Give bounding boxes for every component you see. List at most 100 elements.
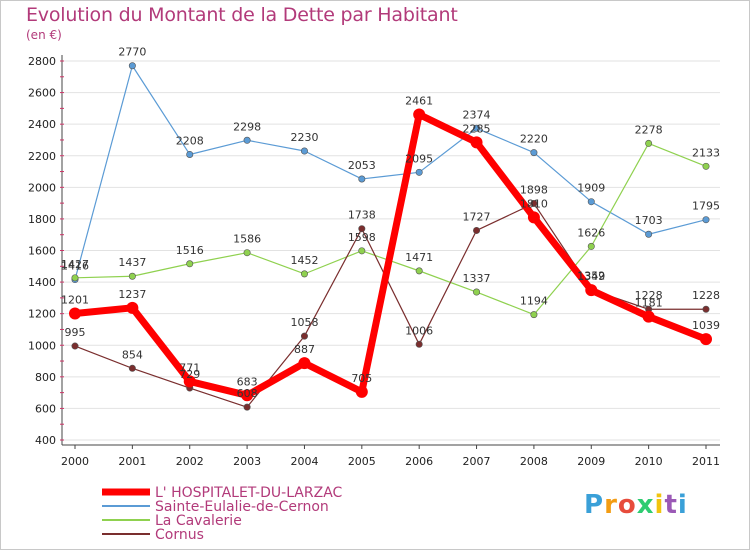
series-0-label-2006: 2461 <box>405 95 433 108</box>
series-1-point-2003 <box>243 136 251 144</box>
y-tick-label-2400: 2400 <box>28 118 56 131</box>
series-2-label-2001: 1437 <box>118 256 146 269</box>
series-2-label-2005: 1598 <box>348 231 376 244</box>
series-0-point-2008 <box>527 211 540 224</box>
series-2-point-2002 <box>186 260 194 268</box>
x-tick-label-2001: 2001 <box>118 455 146 468</box>
x-tick-label-2004: 2004 <box>290 455 318 468</box>
series-0-label-2002: 771 <box>179 361 200 374</box>
series-2-point-2000 <box>71 274 79 282</box>
series-3-label-2002: 729 <box>179 368 200 381</box>
series-1-point-2005 <box>358 175 366 183</box>
series-0-point-2009 <box>585 284 598 297</box>
series-line-1 <box>74 65 707 281</box>
series-2-label-2004: 1452 <box>290 254 318 267</box>
x-tick-label-2010: 2010 <box>635 455 663 468</box>
series-3-point-2001 <box>128 364 136 372</box>
series-1-label-2000: 1416 <box>61 260 89 273</box>
series-0-label-2005: 705 <box>351 372 372 385</box>
x-tick-label-2007: 2007 <box>463 455 491 468</box>
series-3-label-2009: 1352 <box>577 270 605 283</box>
y-tick-label-2000: 2000 <box>28 181 56 194</box>
series-2-point-2003 <box>243 249 251 257</box>
series-1-point-2004 <box>300 147 308 155</box>
series-0-label-2000: 1201 <box>61 294 89 307</box>
series-0-point-2006 <box>413 108 426 121</box>
y-tick-label-1800: 1800 <box>28 213 56 226</box>
y-tick-label-1400: 1400 <box>28 276 56 289</box>
series-2-point-2006 <box>415 267 423 275</box>
y-tick-label-400: 400 <box>35 434 56 447</box>
series-3-point-2006 <box>415 340 423 348</box>
x-tick-label-2000: 2000 <box>61 455 89 468</box>
series-0-point-2003 <box>241 389 254 402</box>
x-tick-label-2006: 2006 <box>405 455 433 468</box>
series-3-point-2004 <box>300 332 308 340</box>
logo-letter-5: t <box>664 490 678 520</box>
series-3-point-2011 <box>702 305 710 313</box>
series-0-point-2002 <box>183 375 196 388</box>
series-line-0 <box>71 111 710 399</box>
series-1-label-2005: 2053 <box>348 159 376 172</box>
series-0-point-2005 <box>355 385 368 398</box>
series-1-label-2007: 2374 <box>463 108 491 121</box>
x-tick-label-2003: 2003 <box>233 455 261 468</box>
series-0-point-2000 <box>69 307 81 320</box>
series-2-point-2008 <box>530 311 538 319</box>
series-1-point-2006 <box>415 168 423 176</box>
series-2-label-2006: 1471 <box>405 251 433 264</box>
series-1-label-2001: 2770 <box>118 46 146 59</box>
legend-label-1: Sainte-Eulalie-de-Cernon <box>155 499 329 515</box>
series-2-point-2007 <box>473 288 481 296</box>
y-tick-label-2600: 2600 <box>28 87 56 100</box>
series-0-label-2010: 1181 <box>635 297 663 310</box>
series-0-label-2011: 1039 <box>692 319 720 332</box>
y-tick-label-1200: 1200 <box>28 308 56 321</box>
series-0-label-2009: 1349 <box>577 270 605 283</box>
series-3-label-2011: 1228 <box>692 289 720 302</box>
series-1-point-2002 <box>186 150 194 158</box>
series-1-label-2006: 2095 <box>405 152 433 165</box>
series-0-label-2001: 1237 <box>118 288 146 301</box>
x-tick-label-2011: 2011 <box>692 455 720 468</box>
series-2-point-2009 <box>587 242 595 250</box>
series-2-point-2011 <box>702 162 710 170</box>
series-1-label-2010: 1703 <box>635 214 663 227</box>
series-3-label-2008: 1898 <box>520 183 548 196</box>
series-3-point-2007 <box>473 226 481 234</box>
series-3-point-2003 <box>243 403 251 411</box>
series-2-point-2004 <box>300 270 308 278</box>
series-2-label-2000: 1427 <box>61 258 89 271</box>
series-1-point-2010 <box>645 230 653 238</box>
y-tick-label-800: 800 <box>35 371 56 384</box>
series-0-point-2007 <box>470 136 483 149</box>
series-0-label-2008: 1810 <box>520 197 548 210</box>
logo-letter-6: i <box>677 490 688 520</box>
legend-label-2: La Cavalerie <box>155 513 242 529</box>
proxiti-logo: Proxiti <box>584 490 688 520</box>
y-tick-label-2800: 2800 <box>28 55 56 68</box>
y-tick-label-600: 600 <box>35 402 56 415</box>
series-0-point-2004 <box>298 357 311 370</box>
series-3-label-2004: 1058 <box>290 316 318 329</box>
logo-letter-4: i <box>654 490 665 520</box>
x-tick-label-2002: 2002 <box>176 455 204 468</box>
series-2-label-2010: 2278 <box>635 123 663 136</box>
series-1-label-2011: 1795 <box>692 200 720 213</box>
series-1-label-2009: 1909 <box>577 182 605 195</box>
x-tick-label-2005: 2005 <box>348 455 376 468</box>
series-0-point-2011 <box>700 333 712 346</box>
series-1-point-2001 <box>128 62 136 70</box>
y-tick-label-2200: 2200 <box>28 150 56 163</box>
logo-letter-3: x <box>636 490 655 520</box>
series-2-label-2008: 1194 <box>520 295 548 308</box>
series-3-label-2010: 1228 <box>635 289 663 302</box>
series-1-label-2008: 2220 <box>520 133 548 146</box>
series-2-point-2001 <box>128 272 136 280</box>
series-2-label-2007: 1337 <box>463 272 491 285</box>
chart-subtitle: (en €) <box>26 28 62 42</box>
series-0-label-2007: 2285 <box>463 122 491 135</box>
series-3-label-2003: 608 <box>237 387 258 400</box>
x-tick-label-2009: 2009 <box>577 455 605 468</box>
logo-letter-0: P <box>584 490 605 520</box>
